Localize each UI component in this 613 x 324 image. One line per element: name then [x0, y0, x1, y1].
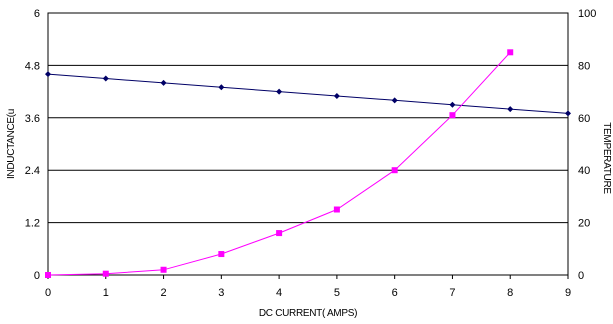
y-left-tick-label: 4.8	[25, 60, 40, 72]
data-point	[45, 71, 51, 78]
y-left-tick-label: 1.2	[25, 218, 40, 230]
gridlines	[48, 64, 568, 224]
y-left-tick-label: 0	[34, 270, 40, 282]
y-left-tick-label: 6	[34, 8, 40, 20]
data-point	[218, 84, 225, 91]
y-left-tick-label: 2.4	[25, 165, 40, 177]
y-right-tick-label: 80	[578, 60, 590, 72]
plot-border	[47, 12, 569, 276]
x-tick-label: 4	[276, 287, 282, 299]
data-point	[333, 92, 340, 99]
data-point	[45, 272, 51, 278]
data-point	[333, 206, 340, 213]
y-right-tick-label: 20	[578, 218, 590, 230]
y-right-axis-title: TEMPERATURE	[601, 122, 612, 194]
x-axis-ticks: 0 1 2 3 4 5 6 7 8 9	[45, 275, 571, 299]
data-point	[391, 97, 398, 104]
series-line	[47, 73, 569, 114]
series-1	[45, 71, 571, 117]
y-left-tick-label: 3.6	[25, 113, 40, 125]
y-left-axis-title: INDUCTANCE(u	[6, 109, 17, 179]
x-tick-label: 6	[392, 287, 398, 299]
data-point	[276, 230, 283, 237]
data-point	[218, 251, 225, 258]
y-right-tick-label: 0	[578, 270, 584, 282]
data-point	[507, 106, 514, 113]
x-tick-label: 2	[160, 287, 166, 299]
data-point	[160, 266, 167, 273]
data-point	[160, 79, 167, 86]
x-tick-label: 5	[334, 287, 340, 299]
series-2	[45, 49, 514, 278]
data-point	[102, 75, 109, 82]
data-point	[565, 110, 571, 117]
x-tick-label: 9	[565, 287, 571, 299]
data-point	[276, 88, 283, 95]
y-right-axis-ticks: 0 20 40 60 80 100	[578, 8, 596, 282]
x-tick-label: 3	[218, 287, 224, 299]
data-point	[507, 49, 514, 56]
plot-area	[47, 12, 569, 276]
x-tick-label: 1	[103, 287, 109, 299]
x-tick-label: 0	[45, 287, 51, 299]
x-tick-label: 7	[449, 287, 455, 299]
data-point	[449, 112, 456, 119]
y-right-tick-label: 100	[578, 8, 596, 20]
y-right-tick-label: 40	[578, 165, 590, 177]
x-tick-label: 8	[507, 287, 513, 299]
data-point	[449, 101, 456, 108]
data-point	[102, 270, 109, 277]
x-axis-title: DC CURRENT( AMPS)	[259, 308, 357, 319]
y-left-axis-ticks: 0 1.2 2.4 3.6 4.8 6	[25, 8, 40, 282]
series-line	[47, 51, 511, 276]
series-layer	[45, 49, 571, 278]
y-right-tick-label: 60	[578, 113, 590, 125]
data-point	[391, 167, 398, 174]
